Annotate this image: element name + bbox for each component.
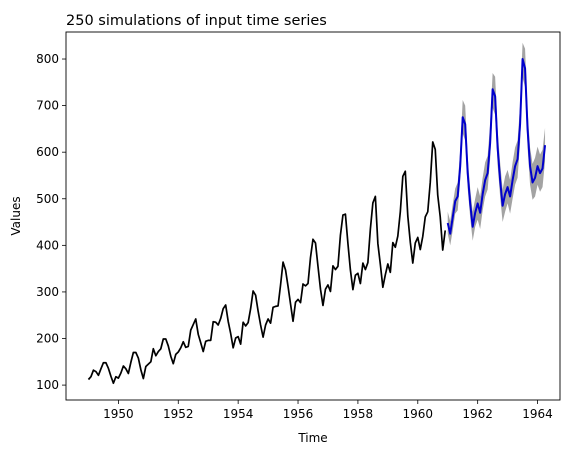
y-tick-label: 700 — [36, 99, 59, 113]
y-tick-label: 400 — [36, 238, 59, 252]
observed-series-line — [87, 141, 447, 385]
x-tick-label: 1964 — [522, 407, 553, 421]
x-tick-label: 1956 — [283, 407, 314, 421]
x-tick-label: 1954 — [223, 407, 254, 421]
x-tick-label: 1960 — [403, 407, 434, 421]
x-axis-label: Time — [297, 431, 327, 445]
y-axis-label: Values — [9, 196, 23, 235]
y-tick-label: 100 — [36, 378, 59, 392]
x-tick-label: 1962 — [462, 407, 493, 421]
x-axis: 1950 1952 1954 1956 1958 1960 1962 1964 — [103, 400, 553, 421]
x-tick-label: 1950 — [103, 407, 134, 421]
x-tick-label: 1952 — [163, 407, 194, 421]
plot-frame — [65, 31, 561, 401]
y-tick-label: 500 — [36, 192, 59, 206]
chart-title: 250 simulations of input time series — [66, 13, 327, 29]
y-tick-label: 300 — [36, 285, 59, 299]
y-axis: 100 200 300 400 500 600 700 800 — [36, 52, 66, 392]
y-tick-label: 600 — [36, 145, 59, 159]
plot-area — [87, 42, 547, 385]
x-tick-label: 1958 — [343, 407, 374, 421]
simulation-mean-line — [446, 58, 547, 235]
y-tick-label: 800 — [36, 52, 59, 66]
y-tick-label: 200 — [36, 332, 59, 346]
